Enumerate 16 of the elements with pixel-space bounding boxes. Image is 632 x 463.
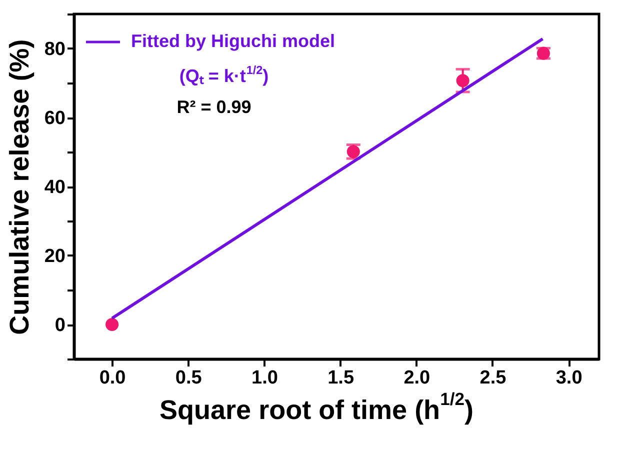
annotation: R² = 0.99 [176,97,252,117]
x-tick-label: 3.0 [556,368,582,388]
y-tick-label: 60 [44,108,66,129]
x-tick-label: 0.5 [175,368,202,388]
y-tick-label: 40 [44,177,66,198]
x-tick-label: 2.5 [480,368,507,388]
x-tick-label: 2.0 [404,368,430,388]
y-tick-label: 20 [44,246,66,267]
y-axis-title: Cumulative release (%) [4,39,34,335]
x-tick-label: 0.0 [99,368,126,388]
point [106,318,119,332]
x-tick-label: 1.5 [328,368,354,388]
y-tick-label: 80 [44,39,66,60]
legend-label: Fitted by Higuchi model [131,31,336,51]
y-tick-label: 0 [54,315,66,336]
x-tick-label: 1.0 [252,368,278,388]
